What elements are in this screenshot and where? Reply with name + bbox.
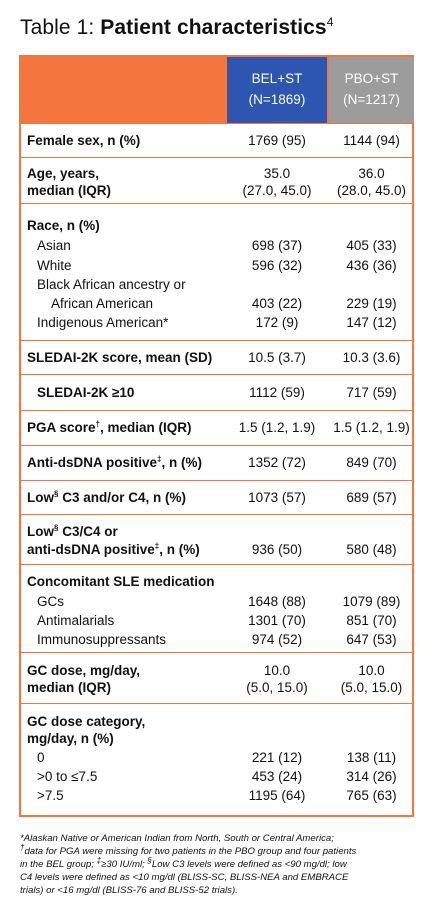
row-label: median (IQR) [27, 680, 112, 695]
pbo-value: 851 (70) [346, 613, 397, 628]
bel-column-n: (N=1869) [248, 92, 306, 107]
pbo-value: 647 (53) [346, 632, 397, 647]
pbo-column-header: PBO+ST (N=1217) [329, 57, 414, 123]
row-label: median (IQR) [27, 183, 112, 198]
row-pga-score: PGA score†, median (IQR) 1.5 (1.2, 1.9) … [21, 410, 412, 446]
bel-value: 974 (52) [251, 632, 303, 647]
footnote-line: †data for PGA were missing for two patie… [20, 842, 357, 857]
pbo-value: 1.5 (1.2, 1.9) [333, 420, 410, 435]
bel-value: 221 (12) [251, 750, 303, 765]
row-female-sex: Female sex, n (%) 1769 (95) 1144 (94) [21, 123, 412, 158]
pbo-value: 849 (70) [346, 455, 397, 470]
bel-value: 1112 (59) [249, 385, 305, 400]
bel-value: 596 (32) [251, 258, 303, 273]
patient-characteristics-table: BEL+ST (N=1869) PBO+ST (N=1217) Female s… [19, 55, 414, 817]
row-label: Low§ C3/C4 or [27, 523, 118, 539]
bel-value: 403 (22) [251, 296, 303, 311]
row-label: >0 to ≤7.5 [37, 769, 98, 784]
bel-value: 1.5 (1.2, 1.9) [238, 420, 316, 435]
row-label: Black African ancestry or [37, 277, 186, 292]
row-label: Asian [37, 238, 71, 253]
bel-value: (5.0, 15.0) [246, 680, 308, 695]
bel-value: 1195 (64) [248, 788, 306, 803]
row-anti-dsdna: Anti-dsDNA positive‡, n (%) 1352 (72) 84… [21, 445, 412, 481]
pbo-column-name: PBO+ST [344, 71, 399, 86]
row-label: >7.5 [37, 788, 64, 803]
row-concomitant-medication: Concomitant SLE medication GCs 1648 (88)… [21, 564, 412, 653]
row-label: mg/day, n (%) [27, 731, 114, 746]
pbo-value: 717 (59) [346, 385, 397, 400]
pbo-value: 36.0 [358, 166, 385, 181]
bel-value: 172 (9) [255, 315, 299, 330]
pbo-value: 765 (63) [346, 788, 397, 803]
pbo-value: (28.0, 45.0) [336, 183, 407, 198]
pbo-value: 10.3 (3.6) [342, 350, 401, 365]
row-age: Age, years, 35.0 36.0 median (IQR) (27.0… [21, 157, 412, 204]
row-label: Anti-dsDNA positive‡, n (%) [27, 454, 202, 470]
table-header: BEL+ST (N=1869) PBO+ST (N=1217) [21, 57, 414, 123]
pbo-value: 10.0 [358, 663, 385, 678]
row-label: Age, years, [27, 166, 100, 181]
row-sledai-10: SLEDAI-2K ≥10 1112 (59) 717 (59) [21, 374, 412, 411]
bel-value: 1648 (88) [248, 594, 306, 609]
row-label: Race, n (%) [27, 218, 100, 233]
pbo-value: 1079 (89) [342, 594, 401, 609]
row-label: SLEDAI-2K ≥10 [37, 385, 135, 400]
row-gc-dose: GC dose, mg/day, 10.0 10.0 median (IQR) … [21, 652, 412, 704]
bel-value: 1301 (70) [248, 613, 306, 628]
bel-value: 1073 (57) [248, 490, 306, 505]
bel-value: 1769 (95) [248, 133, 306, 148]
row-label: PGA score†, median (IQR) [27, 419, 192, 435]
footnote-line: *Alaskan Native or American Indian from … [20, 833, 334, 844]
bel-value: 698 (37) [251, 238, 303, 253]
pbo-value: 689 (57) [346, 490, 397, 505]
row-label: African American [51, 296, 154, 311]
title-reference: 4 [326, 15, 334, 29]
row-race: Race, n (%) Asian 698 (37) 405 (33) Whit… [21, 203, 412, 396]
bel-value: (27.0, 45.0) [242, 183, 312, 198]
row-label: 0 [37, 750, 45, 765]
pbo-value: 229 (19) [346, 296, 397, 311]
bel-value: 35.0 [263, 166, 291, 181]
footnote-line: C4 levels were defined as <10 mg/dl (BLI… [20, 872, 349, 883]
row-label: Low§ C3 and/or C4, n (%) [27, 489, 186, 505]
row-low-c3-c4: Low§ C3 and/or C4, n (%) 1073 (57) 689 (… [21, 480, 412, 515]
row-label: Female sex, n (%) [27, 133, 141, 148]
row-label: anti-dsDNA positive‡, n (%) [27, 541, 200, 557]
page-title: Table 1: Patient characteristics4 [20, 16, 334, 40]
row-label: White [37, 258, 72, 273]
footnote-line: in the BEL group; ‡≥30 IU/ml; §Low C3 le… [20, 855, 347, 870]
pbo-value: 405 (33) [346, 238, 397, 253]
pbo-column-n: (N=1217) [343, 92, 400, 107]
row-label: SLEDAI-2K score, mean (SD) [27, 350, 213, 365]
row-gc-dose-category: GC dose category, mg/day, n (%) 0 221 (1… [21, 703, 412, 818]
pbo-value: 147 (12) [346, 315, 397, 330]
row-label: GC dose category, [27, 714, 146, 729]
bel-column-header: BEL+ST (N=1869) [227, 57, 327, 123]
pbo-value: 314 (26) [346, 769, 397, 784]
bel-value: 453 (24) [251, 769, 303, 784]
row-label: Immunosuppressants [37, 632, 167, 647]
footnotes: *Alaskan Native or American Indian from … [20, 832, 428, 897]
row-low-c3c4-or-dsdna: Low§ C3/C4 or anti-dsDNA positive‡, n (%… [21, 514, 412, 565]
bel-value: 936 (50) [251, 542, 303, 557]
bel-value: 1352 (72) [248, 455, 306, 470]
row-sledai-score: SLEDAI-2K score, mean (SD) 10.5 (3.7) 10… [21, 340, 412, 375]
bel-value: 10.5 (3.7) [248, 350, 306, 365]
pbo-value: (5.0, 15.0) [340, 680, 403, 695]
row-label: Antimalarials [37, 613, 115, 628]
row-label: Concomitant SLE medication [27, 574, 215, 589]
pbo-value: 138 (11) [346, 750, 397, 765]
row-label: GC dose, mg/day, [27, 663, 141, 678]
bel-column-name: BEL+ST [251, 71, 303, 86]
row-label: Indigenous American* [37, 315, 169, 330]
title-main: Patient characteristics [100, 16, 327, 39]
pbo-value: 580 (48) [346, 542, 397, 557]
title-prefix: Table 1: [20, 16, 101, 39]
pbo-value: 436 (36) [346, 258, 397, 273]
pbo-value: 1144 (94) [343, 133, 400, 148]
row-label: GCs [37, 594, 64, 609]
footnote-line: trials) or <16 mg/dl (BLISS-76 and BLISS… [20, 885, 238, 896]
bel-value: 10.0 [263, 663, 291, 678]
